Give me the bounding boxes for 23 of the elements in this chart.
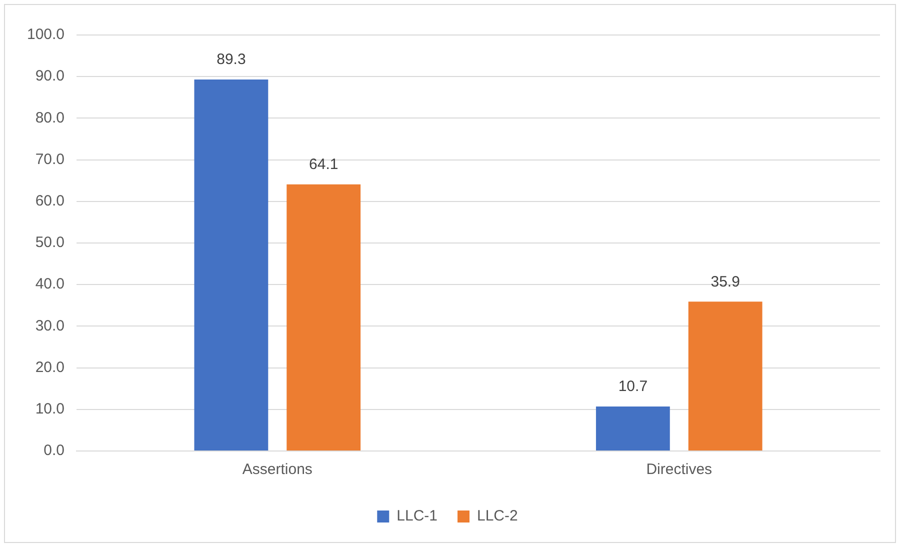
bar [194, 80, 268, 450]
y-tick-label: 40.0 [35, 276, 65, 293]
y-tick-label: 90.0 [35, 68, 65, 85]
legend-label: LLC-1 [396, 508, 438, 525]
x-tick-label: Directives [646, 461, 712, 478]
y-tick-label: 50.0 [35, 234, 65, 252]
y-tick-label: 80.0 [35, 109, 65, 126]
bar [286, 184, 361, 450]
y-tick-label: 60.0 [35, 192, 65, 210]
y-tick-label: 100.0 [26, 26, 65, 44]
y-tick-label: 10.0 [35, 400, 65, 418]
y-tick-label: 70.0 [35, 150, 65, 168]
y-tick-label: 30.0 [35, 317, 65, 334]
y-tick-label: 20.0 [35, 358, 65, 376]
data-label: 89.3 [216, 51, 246, 68]
data-label: 64.1 [309, 156, 338, 173]
x-tick-label: Assertions [242, 461, 312, 478]
data-label: 35.9 [710, 273, 740, 290]
y-tick-label: 0.0 [44, 442, 65, 460]
bar [688, 302, 762, 450]
data-label: 10.7 [618, 378, 648, 396]
legend-label: LLC-2 [477, 508, 518, 525]
bar [596, 406, 670, 450]
